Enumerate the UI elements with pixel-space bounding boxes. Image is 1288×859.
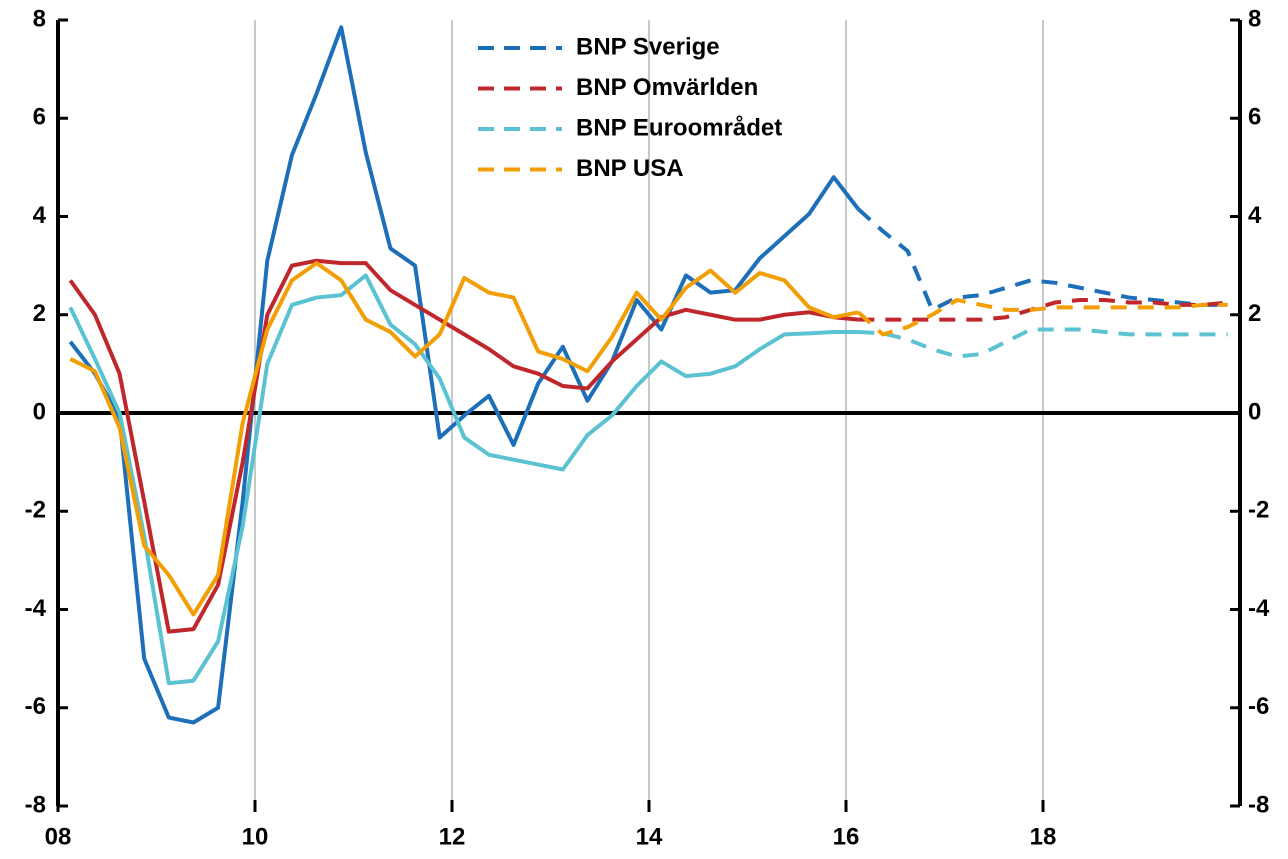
x-tick-label: 12 bbox=[439, 823, 466, 850]
y2-tick-label: -6 bbox=[1248, 693, 1269, 720]
x-tick-label: 18 bbox=[1030, 823, 1057, 850]
y-tick-label: -2 bbox=[25, 497, 46, 524]
x-tick-label: 14 bbox=[636, 823, 663, 850]
y2-tick-label: -8 bbox=[1248, 791, 1269, 818]
legend-label: BNP Omvärlden bbox=[576, 74, 758, 101]
y-tick-label: 6 bbox=[33, 104, 46, 131]
y2-tick-label: 2 bbox=[1248, 300, 1261, 327]
y-tick-label: 2 bbox=[33, 300, 46, 327]
y2-tick-label: 4 bbox=[1248, 202, 1262, 229]
y-tick-label: 4 bbox=[33, 202, 47, 229]
series-line bbox=[68, 25, 860, 725]
y2-tick-label: 0 bbox=[1248, 398, 1261, 425]
y2-tick-label: -4 bbox=[1248, 595, 1270, 622]
legend-label: BNP USA bbox=[576, 155, 684, 182]
x-tick-label: 10 bbox=[242, 823, 269, 850]
forecast-line bbox=[858, 298, 1228, 322]
series-line bbox=[69, 261, 859, 617]
series-line bbox=[68, 258, 859, 634]
y-tick-label: -6 bbox=[25, 693, 46, 720]
series-line bbox=[68, 273, 859, 686]
y-tick-label: 0 bbox=[33, 398, 46, 425]
y-tick-label: -4 bbox=[25, 595, 47, 622]
x-tick-label: 16 bbox=[833, 823, 860, 850]
y2-tick-label: 6 bbox=[1248, 104, 1261, 131]
y2-tick-label: 8 bbox=[1248, 5, 1261, 32]
forecast-line bbox=[858, 327, 1228, 359]
y-tick-label: -8 bbox=[25, 791, 46, 818]
legend-label: BNP Euroområdet bbox=[576, 114, 782, 141]
y2-tick-label: -2 bbox=[1248, 497, 1269, 524]
x-tick-label: 08 bbox=[45, 823, 72, 850]
legend-label: BNP Sverige bbox=[576, 33, 720, 60]
forecast-line bbox=[856, 298, 1228, 337]
y-tick-label: 8 bbox=[33, 5, 46, 32]
forecast-line bbox=[856, 207, 1228, 312]
